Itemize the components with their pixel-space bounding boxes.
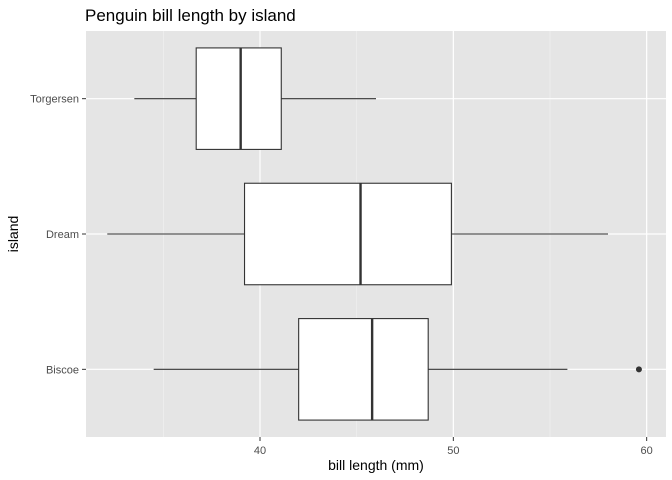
- box-series: [107, 47, 642, 421]
- box-biscoe: [153, 318, 642, 421]
- chart-title: Penguin bill length by island: [85, 6, 296, 25]
- box-dream: [107, 182, 608, 286]
- y-tick-label: Torgersen: [30, 94, 79, 106]
- y-axis: Biscoe Dream Torgersen: [30, 94, 86, 376]
- box-iqr: [195, 47, 282, 150]
- box-iqr: [243, 182, 452, 286]
- x-axis-title: bill length (mm): [328, 457, 424, 473]
- x-tick-label: 50: [447, 445, 459, 457]
- box-torgersen: [134, 47, 376, 150]
- box-iqr: [298, 318, 429, 421]
- x-axis: 40 50 60: [254, 437, 653, 457]
- y-tick-label: Dream: [46, 229, 79, 241]
- y-axis-title: island: [5, 216, 21, 253]
- outlier-point: [635, 366, 642, 373]
- x-tick-label: 60: [641, 445, 653, 457]
- x-tick-label: 40: [254, 445, 266, 457]
- y-tick-label: Biscoe: [46, 364, 79, 376]
